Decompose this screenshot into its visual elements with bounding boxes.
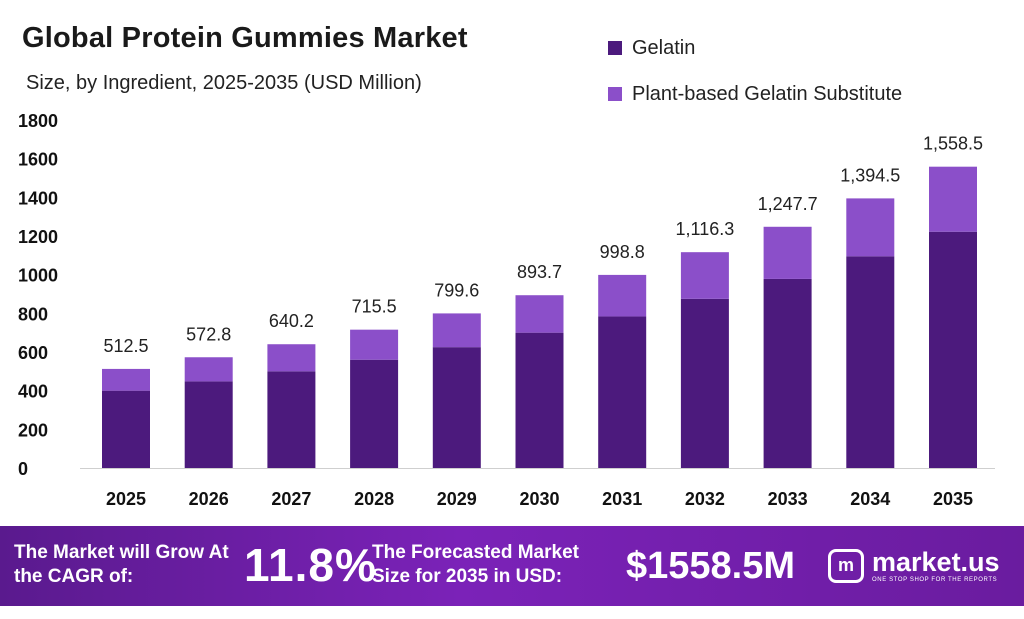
x-tick-label: 2033 [768,489,808,509]
cagr-caption: The Market will Grow At the CAGR of: [14,542,229,587]
x-tick-label: 2031 [602,489,642,509]
market-us-logo[interactable]: m market.us ONE STOP SHOP FOR THE REPORT… [828,548,1000,583]
chart-title: Global Protein Gummies Market [22,22,468,54]
y-tick-label: 1000 [18,266,58,286]
x-tick-label: 2034 [850,489,890,509]
bar-segment-gelatin [515,332,564,468]
bar-segment-plant-based [598,274,647,317]
x-tick-label: 2035 [933,489,973,509]
legend-item-plant-based: Plant-based Gelatin Substitute [608,82,902,106]
y-tick-label: 1200 [18,227,58,247]
total-label: 1,116.3 [676,219,735,239]
bar-segment-plant-based [515,295,564,333]
legend-item-gelatin: Gelatin [608,36,902,60]
y-tick-label: 1400 [18,188,58,208]
y-tick-label: 600 [18,343,48,363]
total-label: 893.7 [517,262,562,282]
x-tick-label: 2025 [106,489,146,509]
chart-subtitle: Size, by Ingredient, 2025-2035 (USD Mill… [26,72,422,94]
y-tick-label: 1600 [18,150,58,170]
market-us-logo-icon: m [828,548,864,583]
legend-swatch-plant-based [608,87,622,101]
y-tick-label: 1800 [18,111,58,131]
bar-segment-gelatin [102,390,150,468]
bar-chart: 0 200 400 600 800 1000 1200 1400 1600 1800 512.5 20… [18,111,995,509]
bar-segment-plant-based [846,198,895,257]
legend-label-gelatin: Gelatin [632,36,696,59]
forecast-caption: The Forecasted Market Size for 2035 in U… [372,542,579,587]
x-tick-label: 2028 [354,489,394,509]
y-tick-label: 0 [18,459,28,479]
total-label: 1,394.5 [840,165,900,185]
y-tick-label: 800 [18,304,48,324]
legend-label-plant-based: Plant-based Gelatin Substitute [632,82,903,105]
legend: Gelatin Plant-based Gelatin Substitute [608,36,902,128]
total-label: 512.5 [103,336,148,356]
bar-segment-plant-based [350,329,399,360]
bar-segment-plant-based [763,226,812,279]
total-label: 715.5 [352,297,397,317]
bar-segment-plant-based [929,166,977,232]
bar-segment-gelatin [432,347,481,468]
bar-segment-plant-based [184,357,233,382]
total-label: 572.8 [186,324,231,344]
total-label: 1,247.7 [758,194,818,214]
bar-segment-plant-based [267,344,316,372]
x-tick-label: 2032 [685,489,725,509]
forecast-value: $1558.5M [626,545,796,587]
bar-segment-plant-based [680,252,729,299]
bar-segment-gelatin [267,371,316,468]
bar-segment-plant-based [432,313,481,348]
bar-segment-gelatin [350,359,399,468]
legend-swatch-gelatin [608,41,622,55]
y-tick-label: 200 [18,420,48,440]
bar-segment-gelatin [598,316,647,468]
bar-segment-plant-based [102,368,150,391]
cagr-value: 11.8% [244,539,377,591]
x-tick-label: 2030 [519,489,559,509]
total-label: 640.2 [269,311,314,331]
y-tick-label: 400 [18,382,48,402]
bar-segment-gelatin [680,298,729,468]
logo-tagline: ONE STOP SHOP FOR THE REPORTS [872,577,998,583]
bar-segment-gelatin [846,256,895,468]
bar-segment-gelatin [929,231,977,468]
footer-banner: The Market will Grow At the CAGR of: 11.… [0,526,1024,606]
total-label: 998.8 [600,242,645,262]
bar-segment-gelatin [184,381,233,468]
logo-name: market.us [872,547,1000,577]
bar-segment-gelatin [763,278,812,468]
total-label: 799.6 [434,280,479,300]
x-tick-label: 2026 [189,489,229,509]
x-tick-label: 2029 [437,489,477,509]
x-tick-label: 2027 [271,489,311,509]
total-label: 1,558.5 [923,134,983,154]
